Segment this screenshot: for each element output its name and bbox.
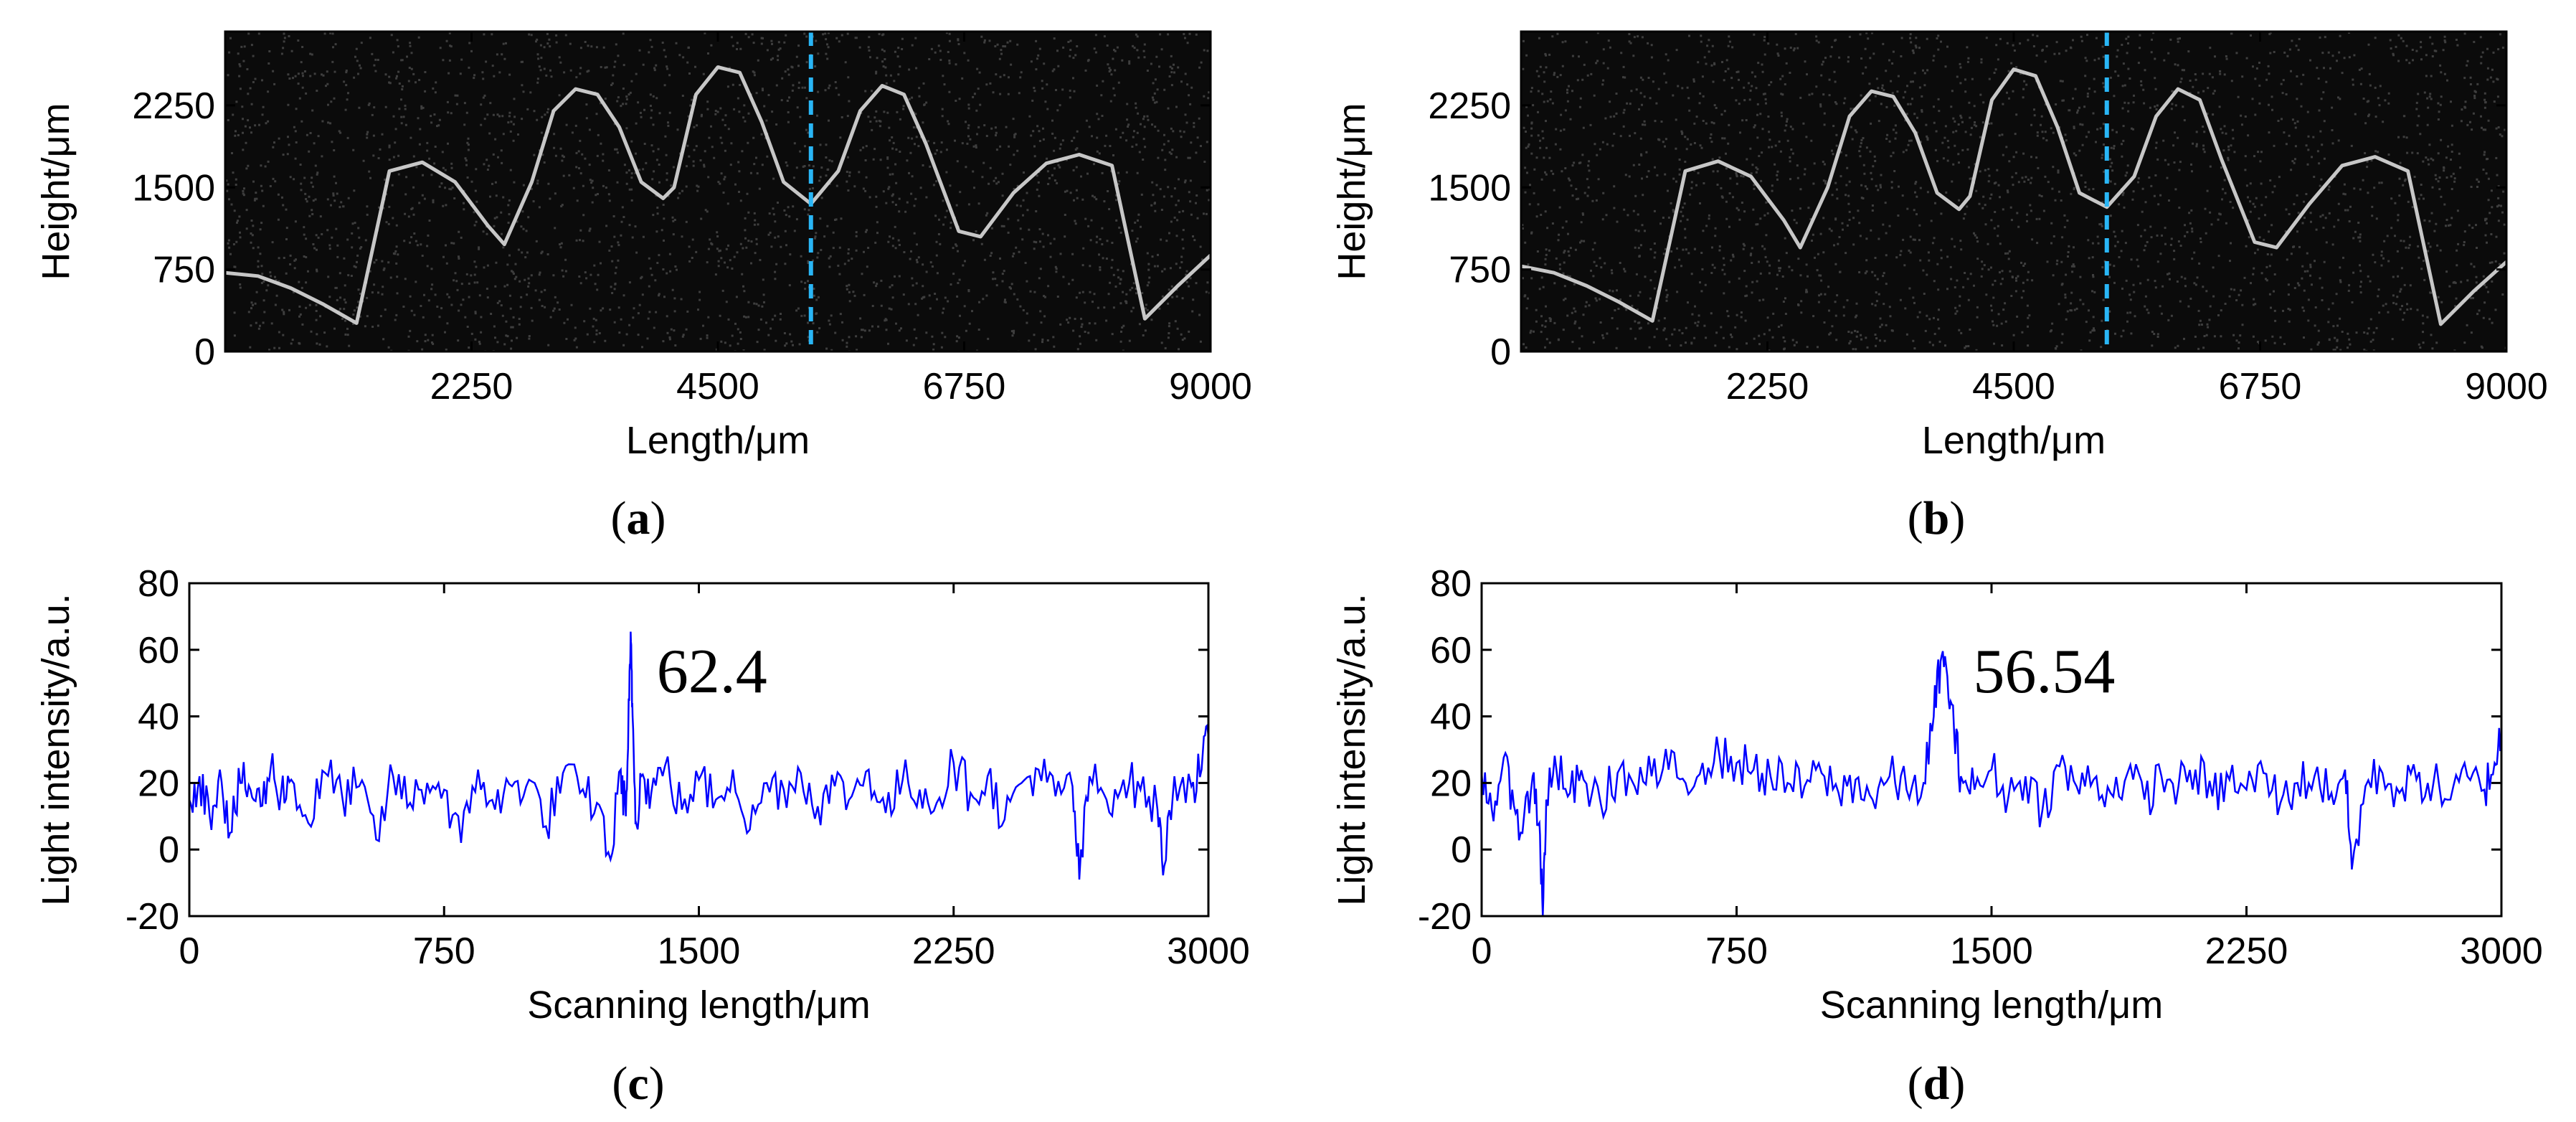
x-tick-label: 2250 bbox=[2205, 930, 2288, 972]
panel-caption-close: ) bbox=[1949, 1057, 1965, 1110]
y-tick-label: 0 bbox=[1451, 829, 1472, 871]
x-axis-label: Scanning length/μm bbox=[1820, 984, 2163, 1027]
panel-caption-letter: d bbox=[1923, 1057, 1950, 1110]
x-tick-label: 750 bbox=[413, 930, 475, 972]
y-tick-label: 750 bbox=[1449, 250, 1511, 291]
oct-surface-profile bbox=[225, 65, 1211, 325]
y-tick-label: 0 bbox=[1490, 331, 1511, 373]
y-tick-label: 2250 bbox=[132, 85, 215, 127]
x-tick-label: 3000 bbox=[1167, 930, 1250, 972]
y-tick-label: 750 bbox=[153, 250, 215, 291]
oct-image-background bbox=[225, 32, 1211, 352]
panel-c: 62.40 750 1500 2250 3000-20020406080Scanning… bbox=[34, 563, 1250, 1110]
y-tick-label: 80 bbox=[1430, 563, 1472, 605]
panel-caption-close: ) bbox=[1949, 492, 1965, 544]
oct-image-background bbox=[1521, 32, 2506, 352]
x-tick-label: 2250 bbox=[1726, 366, 1809, 407]
plot-background bbox=[1482, 583, 2501, 916]
panel-d: 56.540 750 1500 2250 3000-20020406080Scannin… bbox=[1330, 563, 2543, 1110]
x-axis-label: Length/μm bbox=[626, 419, 810, 462]
panel-caption-close: ) bbox=[650, 492, 666, 544]
y-axis-label: Height/μm bbox=[34, 103, 77, 280]
x-tick-label: 4500 bbox=[1972, 366, 2055, 407]
y-axis-label: Light intensity/a.u. bbox=[1330, 593, 1373, 905]
panel-caption: (c) bbox=[612, 1057, 664, 1110]
panel-caption-close: ) bbox=[649, 1057, 665, 1110]
panel-caption-letter: b bbox=[1923, 492, 1950, 544]
x-tick-label: 2250 bbox=[912, 930, 995, 972]
panel-caption-letter: a bbox=[627, 492, 650, 544]
y-tick-label: 0 bbox=[158, 829, 179, 871]
x-tick-label: 2250 bbox=[430, 366, 513, 407]
x-tick-label: 9000 bbox=[2465, 366, 2548, 407]
panel-caption: (d) bbox=[1908, 1057, 1966, 1110]
x-tick-label: 0 bbox=[1472, 930, 1492, 972]
panel-caption: (a) bbox=[611, 492, 666, 544]
x-axis-label: Length/μm bbox=[1922, 419, 2106, 462]
x-tick-label: 6750 bbox=[2219, 366, 2302, 407]
panel-caption-letter: c bbox=[628, 1057, 648, 1110]
y-tick-label: 2250 bbox=[1428, 85, 1511, 127]
y-tick-label: 20 bbox=[138, 763, 179, 804]
panel-a: 2250 4500 6750 9000 0 750 1500 2250 Length/μm Hei… bbox=[34, 30, 1252, 544]
y-tick-label: 40 bbox=[1430, 697, 1472, 738]
x-tick-label: 9000 bbox=[1169, 366, 1252, 407]
y-tick-label: 1500 bbox=[132, 167, 215, 209]
panel-caption-open: ( bbox=[611, 492, 627, 544]
y-tick-label: 0 bbox=[194, 331, 215, 373]
y-tick-label: 60 bbox=[1430, 630, 1472, 671]
panel-caption-open: ( bbox=[1908, 492, 1923, 544]
panel-b: 2250 4500 6750 9000 0 750 1500 2250 Length/μm Hei… bbox=[1330, 30, 2548, 544]
panel-caption-open: ( bbox=[612, 1057, 628, 1110]
plot-background bbox=[189, 583, 1208, 916]
panel-caption: (b) bbox=[1908, 492, 1966, 544]
x-tick-label: 0 bbox=[179, 930, 200, 972]
intensity-trace bbox=[189, 631, 1208, 880]
x-tick-label: 1500 bbox=[658, 930, 741, 972]
y-tick-label: -20 bbox=[126, 896, 179, 938]
y-tick-label: -20 bbox=[1418, 896, 1472, 938]
peak-value-label: 62.4 bbox=[657, 637, 767, 707]
y-axis-label: Light intensity/a.u. bbox=[34, 593, 77, 905]
y-tick-label: 1500 bbox=[1428, 167, 1511, 209]
panel-caption-open: ( bbox=[1908, 1057, 1923, 1110]
x-tick-label: 750 bbox=[1705, 930, 1768, 972]
peak-value-label: 56.54 bbox=[1973, 637, 2115, 707]
x-tick-label: 1500 bbox=[1950, 930, 2033, 972]
intensity-trace bbox=[1482, 651, 2501, 916]
y-tick-label: 80 bbox=[138, 563, 179, 605]
y-tick-label: 60 bbox=[138, 630, 179, 671]
y-axis-label: Height/μm bbox=[1330, 103, 1373, 280]
y-tick-label: 40 bbox=[138, 697, 179, 738]
x-tick-label: 6750 bbox=[923, 366, 1006, 407]
y-tick-label: 20 bbox=[1430, 763, 1472, 804]
x-tick-label: 3000 bbox=[2460, 930, 2543, 972]
x-tick-label: 4500 bbox=[676, 366, 759, 407]
oct-surface-profile bbox=[1521, 67, 2506, 326]
x-axis-label: Scanning length/μm bbox=[527, 984, 870, 1027]
